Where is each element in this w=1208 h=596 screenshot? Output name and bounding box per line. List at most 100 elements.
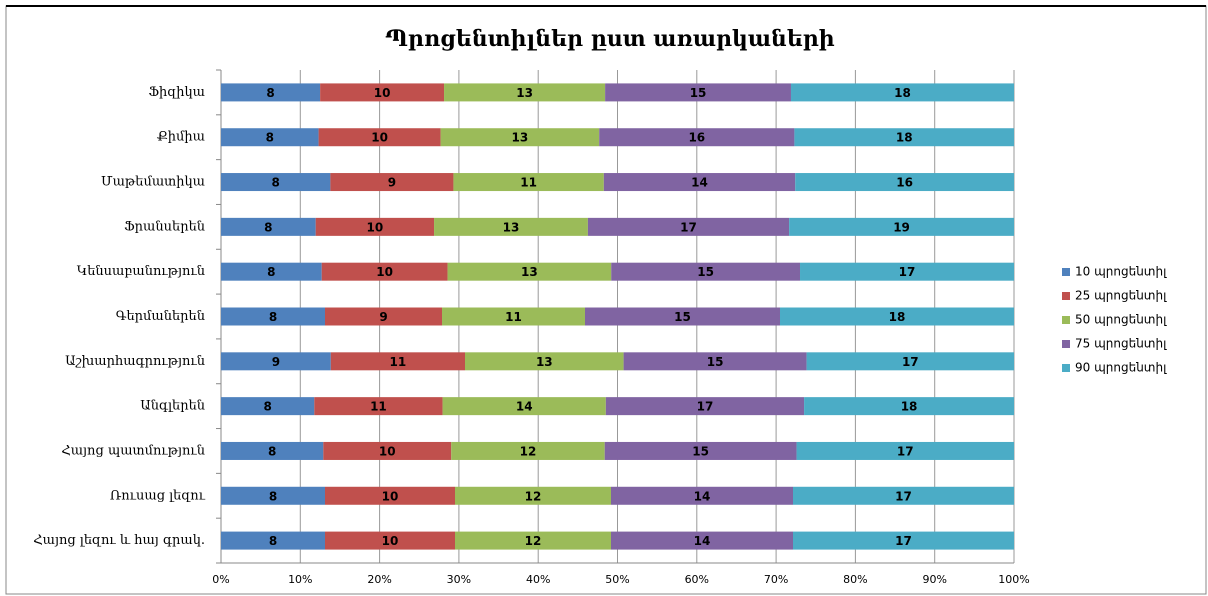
bar-segment xyxy=(221,83,321,102)
x-tick-label: 70% xyxy=(764,573,788,586)
x-tick-label: 90% xyxy=(922,573,946,586)
bar-segment xyxy=(795,173,1014,192)
bar-segment xyxy=(793,486,1014,505)
y-tick-label: Գերմաներեն xyxy=(116,309,205,324)
bar-segment xyxy=(465,352,624,371)
data-label: 11 xyxy=(505,310,522,324)
bar-segment xyxy=(444,83,606,102)
legend-swatch xyxy=(1062,364,1070,372)
data-label: 10 xyxy=(371,131,388,145)
data-label: 17 xyxy=(697,400,714,414)
data-label: 11 xyxy=(390,355,407,369)
data-label: 12 xyxy=(525,489,542,503)
data-label: 11 xyxy=(370,400,387,414)
y-tick-label: Ֆիզիկա xyxy=(148,85,205,100)
bar-segment xyxy=(587,217,790,236)
bar-segment xyxy=(611,486,793,505)
y-tick-label: Քիմիա xyxy=(157,130,205,145)
data-label: 14 xyxy=(691,176,708,190)
legend-swatch xyxy=(1062,340,1070,348)
data-label: 8 xyxy=(272,176,280,190)
x-tick-label: 50% xyxy=(605,573,629,586)
bar-segment xyxy=(585,307,780,326)
bar-segment xyxy=(599,128,795,147)
bar-segment xyxy=(451,441,605,460)
bar-segment xyxy=(789,217,1014,236)
data-label: 14 xyxy=(694,534,711,548)
bar-segment xyxy=(455,486,611,505)
bar-segment xyxy=(325,486,455,505)
x-tick-label: 30% xyxy=(447,573,471,586)
bar-segment xyxy=(794,128,1014,147)
bar-segment xyxy=(623,352,807,371)
data-label: 18 xyxy=(896,131,913,145)
bar-segment xyxy=(315,217,435,236)
data-label: 9 xyxy=(272,355,280,369)
data-label: 14 xyxy=(694,489,711,503)
bar-segment xyxy=(800,262,1014,281)
data-label: 11 xyxy=(520,176,537,190)
bar-segment xyxy=(221,531,325,550)
data-label: 17 xyxy=(902,355,919,369)
bar-segment xyxy=(604,441,797,460)
data-label: 8 xyxy=(263,400,271,414)
data-label: 10 xyxy=(382,534,399,548)
y-tick-label: Կենսաբանություն xyxy=(77,264,205,279)
bar-segment xyxy=(447,262,612,281)
data-label: 12 xyxy=(525,534,542,548)
bar-segment xyxy=(221,486,325,505)
data-label: 17 xyxy=(897,444,914,458)
legend-label: 25 պրոցենտիլ xyxy=(1075,289,1167,303)
data-label: 19 xyxy=(893,220,910,234)
chart-title: Պրոցենտիլներ ըստ առարկաների xyxy=(385,26,835,52)
data-label: 10 xyxy=(379,444,396,458)
bar-segment xyxy=(796,441,1014,460)
data-label: 13 xyxy=(521,265,538,279)
bar-segment xyxy=(221,307,325,326)
bar-segment xyxy=(320,83,445,102)
bar-segment xyxy=(455,531,611,550)
x-tick-label: 20% xyxy=(367,573,391,586)
x-tick-label: 60% xyxy=(685,573,709,586)
data-label: 16 xyxy=(896,176,913,190)
legend-label: 90 պրոցենտիլ xyxy=(1075,361,1167,375)
bar-segment xyxy=(221,128,319,147)
data-label: 8 xyxy=(266,86,274,100)
bar-segment xyxy=(330,173,454,192)
data-label: 18 xyxy=(894,86,911,100)
bar-segment xyxy=(221,217,316,236)
data-label: 17 xyxy=(899,265,916,279)
y-tick-label: Ռուսաց լեզու xyxy=(110,488,206,503)
bar-segment xyxy=(323,441,452,460)
legend-label: 10 պրոցենտիլ xyxy=(1075,265,1167,279)
x-tick-label: 40% xyxy=(526,573,550,586)
data-label: 8 xyxy=(268,444,276,458)
data-label: 12 xyxy=(520,444,537,458)
bar-segment xyxy=(325,531,455,550)
bar-segment xyxy=(603,173,796,192)
bar-segment xyxy=(221,441,324,460)
data-label: 18 xyxy=(889,310,906,324)
legend-swatch xyxy=(1062,268,1070,276)
data-label: 8 xyxy=(266,131,274,145)
bar-segment xyxy=(780,307,1014,326)
bar-segment xyxy=(440,128,600,147)
data-label: 8 xyxy=(269,534,277,548)
data-label: 10 xyxy=(374,86,391,100)
y-tick-label: Ֆրանսերեն xyxy=(124,219,205,234)
bar-segment xyxy=(806,352,1014,371)
data-label: 13 xyxy=(536,355,553,369)
data-label: 17 xyxy=(895,489,912,503)
bar-segment xyxy=(318,128,441,147)
data-label: 13 xyxy=(512,131,529,145)
data-label: 13 xyxy=(503,220,520,234)
data-label: 9 xyxy=(388,176,396,190)
bar-segment xyxy=(221,397,315,416)
bar-segment xyxy=(790,83,1014,102)
legend-swatch xyxy=(1062,316,1070,324)
data-label: 10 xyxy=(382,489,399,503)
data-label: 15 xyxy=(692,444,709,458)
data-label: 17 xyxy=(680,220,697,234)
data-label: 16 xyxy=(688,131,705,145)
